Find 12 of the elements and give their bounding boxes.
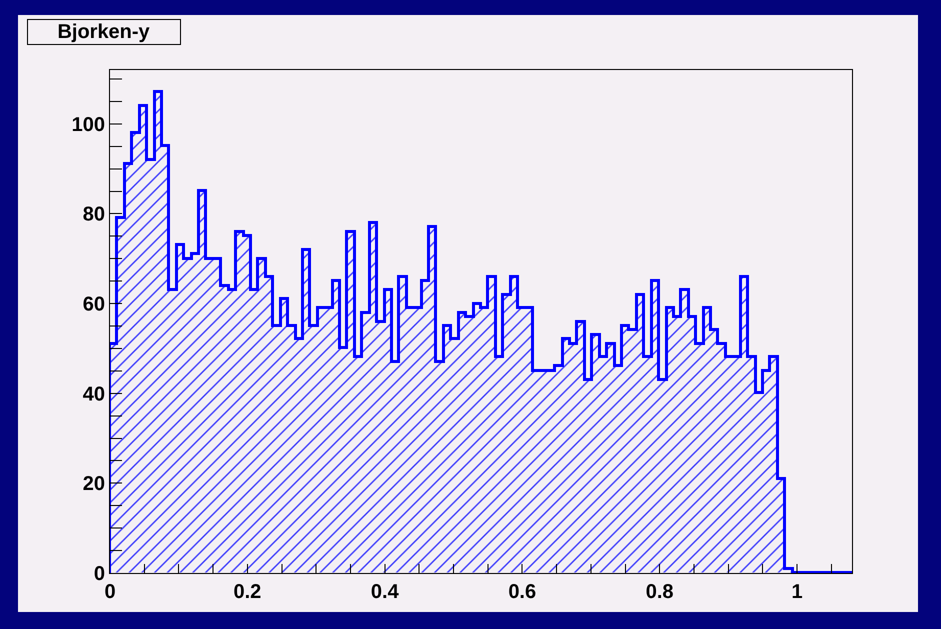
y-tick-label: 0 [94, 563, 105, 585]
x-tick-label: 0.4 [370, 581, 400, 603]
y-tick-label: 60 [82, 294, 105, 316]
chart-title: Bjorken-y [57, 21, 151, 43]
x-tick-label: 0.2 [234, 581, 262, 603]
x-tick-label: 0.6 [508, 581, 536, 603]
x-tick-label: 1 [791, 581, 803, 603]
y-tick-label: 20 [82, 473, 105, 496]
y-tick-label: 40 [82, 383, 105, 406]
x-tick-label: 0.8 [646, 581, 674, 603]
y-tick-label: 100 [72, 114, 105, 136]
y-tick-label: 80 [82, 204, 105, 226]
